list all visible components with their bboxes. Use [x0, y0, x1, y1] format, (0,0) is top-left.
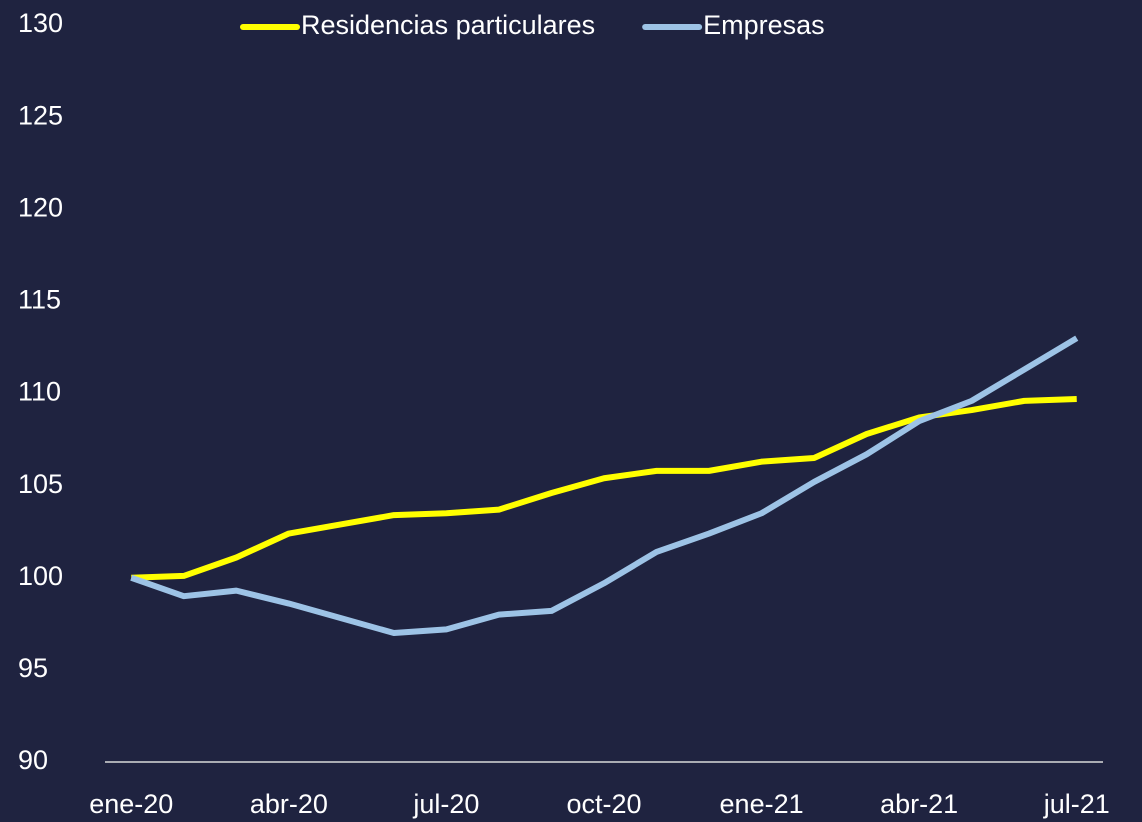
- y-tick-label: 95: [18, 653, 48, 683]
- y-tick-label: 100: [18, 561, 63, 591]
- y-tick-label: 90: [18, 745, 48, 775]
- x-tick-label: jul-20: [412, 789, 479, 819]
- y-tick-label: 125: [18, 100, 63, 130]
- legend-label: Residencias particulares: [301, 10, 595, 40]
- data-line: [130, 335, 1079, 637]
- legend-label: Empresas: [703, 10, 825, 40]
- data-line: [131, 396, 1077, 581]
- x-tick-label: abr-21: [880, 789, 958, 819]
- y-tick-label: 105: [18, 469, 63, 499]
- x-tick-label: ene-20: [89, 789, 173, 819]
- y-tick-label: 110: [18, 377, 61, 407]
- y-tick-label: 130: [18, 8, 63, 38]
- y-tick-label: 115: [18, 285, 61, 315]
- x-tick-label: ene-21: [720, 789, 804, 819]
- y-tick-label: 120: [18, 192, 63, 222]
- x-tick-label: abr-20: [250, 789, 328, 819]
- x-tick-label: oct-20: [566, 789, 641, 819]
- x-tick-label: jul-21: [1043, 789, 1110, 819]
